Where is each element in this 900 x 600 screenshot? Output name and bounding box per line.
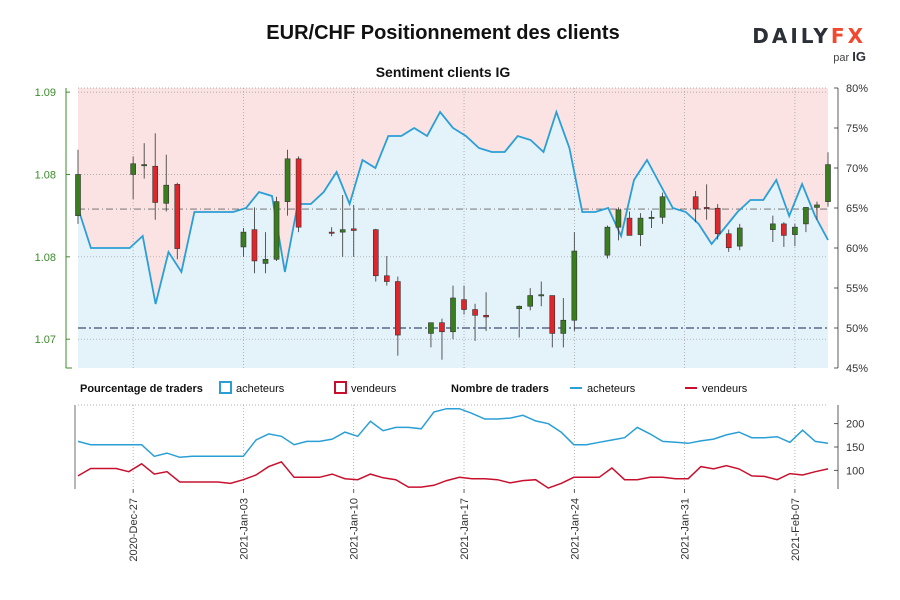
candle-down: [174, 184, 181, 249]
right-tick-label: 55%: [846, 283, 868, 295]
candle-up: [803, 207, 809, 225]
candle-up: [604, 226, 611, 256]
candle-down: [251, 229, 258, 262]
sellers-area: [78, 88, 828, 304]
candle-up: [130, 163, 136, 175]
candle-down: [781, 223, 787, 236]
candle-up: [339, 229, 346, 233]
left-tick-label: 1.07: [35, 334, 56, 346]
trader-count-panel: 200 150 100: [74, 404, 864, 489]
right-tick-label: 70%: [846, 163, 868, 175]
candle-down: [439, 322, 445, 333]
legend-count-sellers: vendeurs: [702, 383, 748, 395]
right-tick-label: 75%: [846, 123, 868, 135]
candle-up: [814, 204, 820, 208]
brand-name: DAILY: [752, 24, 831, 48]
legend-count-title: Nombre de traders: [451, 383, 549, 395]
candle-down: [328, 231, 335, 234]
buyers-area: [78, 112, 828, 368]
legend-pct-buyers: acheteurs: [236, 383, 285, 395]
candle-up: [571, 250, 578, 321]
candle-down: [395, 281, 401, 336]
candle-up: [792, 226, 798, 235]
x-tick-label: 2021-Jan-17: [459, 498, 471, 560]
candle-up: [284, 158, 291, 202]
legend-pct-sellers-swatch: [334, 381, 347, 394]
count-tick-label: 200: [846, 419, 864, 431]
count-tick-label: 150: [846, 442, 864, 454]
candle-up: [428, 322, 434, 334]
candle-down: [549, 295, 556, 334]
x-tick-label: 2020-Dec-27: [128, 498, 140, 562]
left-tick-label: 1.08: [35, 252, 56, 264]
x-tick-label: 2021-Jan-03: [238, 498, 250, 560]
candle-down: [384, 275, 390, 282]
right-tick-label: 65%: [846, 203, 868, 215]
brand-fx: FX: [830, 24, 866, 48]
candle-up: [659, 196, 666, 218]
price-sentiment-panel: 1.09 1.08 1.08 1.07 80% 75% 70% 65% 60% 55% 50% 45%: [35, 83, 869, 375]
legend: Pourcentage de traders acheteurs vendeur…: [80, 381, 748, 395]
count-tick-label: 100: [846, 465, 864, 477]
candle-up: [75, 174, 81, 216]
candle-down: [295, 158, 302, 228]
candle-up: [163, 184, 170, 204]
candle-up: [516, 305, 522, 310]
candle-up: [770, 223, 776, 230]
candle-up: [825, 164, 831, 202]
candle-up: [560, 319, 567, 334]
right-tick-label: 80%: [846, 83, 868, 95]
candle-up: [637, 217, 644, 235]
x-tick-label: 2021-Jan-31: [680, 498, 692, 560]
candle-up: [538, 294, 545, 297]
legend-pct-sellers: vendeurs: [351, 383, 397, 395]
candle-down: [461, 299, 467, 310]
legend-pct-title: Pourcentage de traders: [80, 383, 203, 395]
x-axis: 2020-Dec-27 2021-Jan-03 2021-Jan-10 2021-Ja…: [128, 489, 802, 562]
dailyfx-logo: DAILYFX par IG: [752, 24, 866, 64]
candle-down: [703, 207, 710, 209]
candle-down: [152, 165, 159, 203]
candle-up: [450, 297, 456, 333]
candle-down: [714, 207, 721, 235]
x-tick-label: 2021-Jan-24: [569, 498, 581, 560]
candle-down: [725, 233, 732, 249]
candle-down: [626, 217, 633, 236]
candle-up: [527, 295, 534, 307]
legend-count-buyers: acheteurs: [587, 383, 636, 395]
candle-down: [350, 228, 357, 231]
candle-up: [273, 201, 280, 260]
right-tick-label: 45%: [846, 363, 868, 375]
candle-up: [262, 258, 269, 264]
left-tick-label: 1.09: [35, 87, 56, 99]
candle-down: [483, 314, 489, 318]
legend-pct-buyers-swatch: [219, 381, 232, 394]
candle-up: [240, 231, 247, 248]
candle-down: [692, 196, 699, 210]
brand-by: par: [833, 52, 850, 64]
brand-ig: IG: [852, 49, 866, 64]
chart-subtitle: Sentiment clients IG: [375, 64, 511, 80]
buyers-count-line: [77, 407, 829, 459]
sellers-count-line: [77, 461, 829, 489]
left-tick-label: 1.08: [35, 169, 56, 181]
candle-up: [615, 209, 622, 228]
buyers-percent-line: [77, 109, 829, 305]
candle-down: [472, 309, 478, 316]
right-tick-label: 60%: [846, 243, 868, 255]
right-tick-label: 50%: [846, 323, 868, 335]
candle-up: [736, 227, 743, 247]
candle-up: [648, 216, 655, 219]
x-tick-label: 2021-Feb-07: [790, 498, 802, 561]
x-tick-label: 2021-Jan-10: [349, 498, 361, 560]
candle-up: [141, 164, 147, 167]
chart-title: EUR/CHF Positionnement des clients: [266, 22, 620, 44]
candle-down: [372, 229, 379, 277]
